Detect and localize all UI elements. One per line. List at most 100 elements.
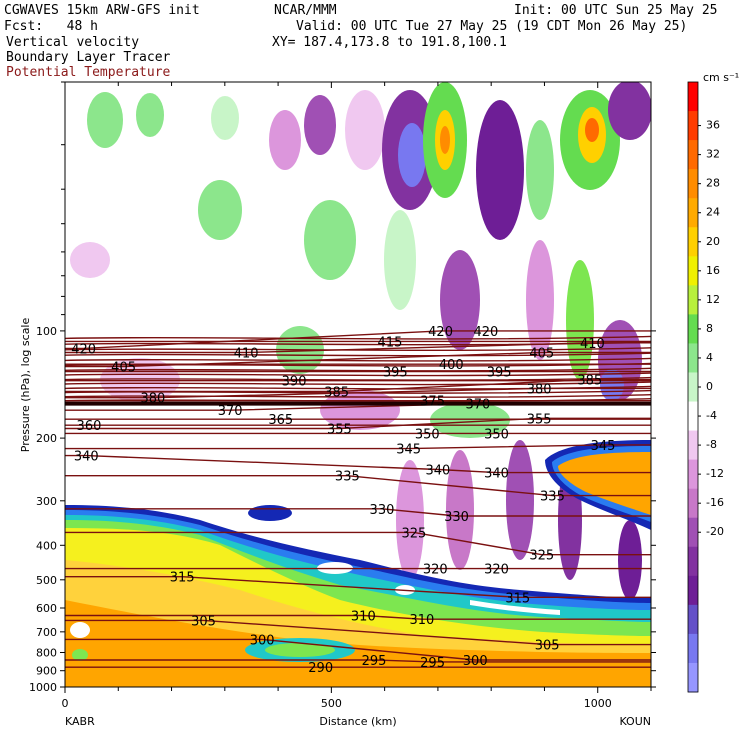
theta-label: 415 [378, 335, 403, 350]
colorbar-swatch [688, 488, 698, 519]
theta-label: 350 [415, 427, 440, 442]
colorbar-swatch [688, 285, 698, 315]
theta-label: 400 [439, 358, 464, 373]
theta-label: 295 [362, 654, 387, 669]
colorbar-swatch [688, 169, 698, 199]
colorbar-swatch [688, 140, 698, 170]
theta-label: 420 [473, 325, 498, 340]
colorbar-level-label: 36 [706, 119, 720, 132]
theta-contour-stack [65, 341, 651, 346]
colorbar-swatch [688, 227, 698, 257]
theta-label: 315 [505, 591, 530, 606]
theta-label: 310 [351, 610, 376, 625]
colorbar-level-label: 8 [706, 322, 713, 335]
theta-label: 345 [591, 439, 616, 454]
theta-label: 410 [580, 337, 605, 352]
theta-label: 290 [308, 661, 333, 676]
theta-label: 375 [420, 395, 445, 410]
x-tick-label: 0 [62, 697, 69, 710]
theta-contour-stack [65, 376, 651, 381]
colorbar-level-label: 24 [706, 206, 720, 219]
theta-contour-325 [65, 531, 651, 556]
y-tick-label: 800 [36, 646, 57, 659]
theta-label: 320 [484, 563, 509, 578]
theta-label: 325 [402, 526, 427, 541]
colorbar-swatch [688, 256, 698, 286]
y-tick-label: 900 [36, 665, 57, 678]
colorbar-level-label: 4 [706, 351, 713, 364]
y-tick-label: 600 [36, 602, 57, 615]
theta-label: 330 [444, 510, 469, 525]
colorbar-level-label: -4 [706, 409, 717, 422]
theta-contour-stack [65, 385, 651, 390]
theta-label: 380 [527, 382, 552, 397]
theta-contour-stack [65, 398, 651, 402]
theta-label: 410 [234, 347, 259, 362]
org-label: NCAR/MMM [274, 3, 337, 18]
theta-contour-stack [65, 372, 651, 377]
colorbar-level-label: -8 [706, 438, 717, 451]
theta-contour-stack [65, 381, 651, 386]
colorbar-swatch [688, 372, 698, 403]
x-axis: 0 500 1000 [62, 82, 652, 710]
theta-contour-stack [65, 347, 651, 352]
init-time: Init: 00 UTC Sun 25 May 25 [514, 3, 718, 18]
theta-contour-295 [65, 659, 651, 663]
colorbar-swatch [688, 633, 698, 664]
valid-time: Valid: 00 UTC Tue 27 May 25 (19 CDT Mon … [296, 19, 688, 34]
colorbar-level-label: -20 [706, 525, 724, 538]
theta-contour-355 [65, 417, 651, 430]
theta-contour-305 [65, 619, 651, 646]
colorbar-level-label: 20 [706, 235, 720, 248]
y-tick-label: 300 [36, 495, 57, 508]
theta-contour-stack [65, 362, 651, 367]
theta-label: 420 [71, 342, 96, 357]
colorbar-level-label: 32 [706, 148, 720, 161]
x-axis-label: Distance (km) [319, 715, 396, 728]
colorbar: 36 32 28 24 20 16 12 8 4 0 -4 -8 -12 -16 -20 [687, 81, 724, 693]
colorbar-level-label: 16 [706, 264, 720, 277]
y-tick-label: 500 [36, 574, 57, 587]
theta-label: 350 [484, 427, 509, 442]
potential-temperature-contour-labels: 420 420 420 415 410 410 405 405 400 395 395 390 385 3… [71, 325, 616, 676]
colorbar-swatch [688, 82, 698, 112]
colorbar-swatch [688, 575, 698, 606]
theta-contour-stack [65, 389, 651, 394]
theta-label: 310 [410, 613, 435, 628]
theta-contour-330 [65, 508, 651, 517]
theta-label: 365 [268, 413, 293, 428]
theta-label: 315 [170, 571, 195, 586]
theta-label: 340 [425, 463, 450, 478]
theta-label: 390 [282, 375, 307, 390]
field-label-potential-temperature: Potential Temperature [6, 65, 171, 80]
field-label-vertical-velocity: Vertical velocity [6, 35, 140, 50]
theta-label: 405 [529, 347, 554, 362]
colorbar-swatch [688, 430, 698, 461]
theta-contour-340 [65, 454, 651, 474]
colorbar-swatch [688, 343, 698, 373]
theta-label: 360 [77, 419, 102, 434]
y-axis: 100 200 300 400 500 600 700 800 900 1000 [29, 81, 656, 694]
theta-contour-420 [65, 330, 651, 350]
colorbar-swatch [688, 662, 698, 693]
colorbar-units: cm s⁻¹ [703, 71, 739, 84]
theta-label: 295 [420, 656, 445, 671]
theta-label: 305 [535, 639, 560, 654]
colorbar-level-label: -12 [706, 467, 724, 480]
theta-label: 370 [218, 404, 243, 419]
colorbar-swatch [688, 401, 698, 432]
theta-contour-315 [65, 576, 651, 598]
colorbar-level-label: -16 [706, 496, 724, 509]
theta-label: 420 [428, 325, 453, 340]
left-endpoint-label: KABR [65, 715, 95, 728]
theta-label: 355 [327, 423, 352, 438]
x-tick-label: 500 [321, 697, 342, 710]
boundary-layer-tracer-shading [65, 440, 651, 687]
theta-label: 395 [487, 365, 512, 380]
colorbar-swatch [688, 517, 698, 548]
theta-label: 395 [383, 365, 408, 380]
theta-contour-stack [65, 367, 651, 372]
colorbar-level-label: 0 [706, 380, 713, 393]
colorbar-level-label: 12 [706, 293, 720, 306]
